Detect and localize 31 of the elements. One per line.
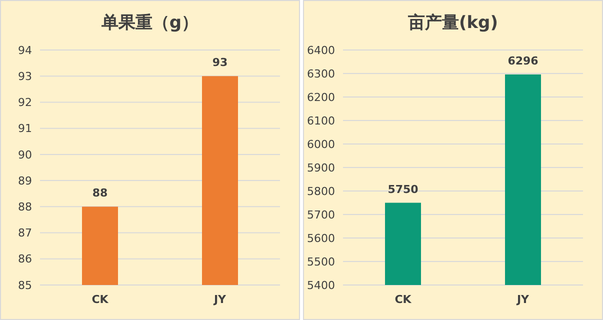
x-tick-label: JY xyxy=(212,293,228,306)
y-tick-label: 6400 xyxy=(307,44,335,57)
y-tick-label: 5700 xyxy=(307,208,335,222)
y-tick-label: 93 xyxy=(18,70,32,83)
y-tick-label: 87 xyxy=(18,226,32,240)
y-tick-label: 5500 xyxy=(307,255,335,268)
x-tick-label: CK xyxy=(92,293,109,306)
y-tick-label: 6200 xyxy=(307,90,335,104)
data-label: 88 xyxy=(92,186,108,200)
chart-title: 单果重（g） xyxy=(100,13,199,33)
y-tick-label: 5900 xyxy=(307,161,335,174)
y-tick-label: 94 xyxy=(18,44,32,57)
x-tick-label: JY xyxy=(516,293,530,306)
data-label: 93 xyxy=(212,56,228,70)
chart-title: 亩产量(kg) xyxy=(406,13,498,33)
y-tick-label: 5400 xyxy=(307,278,335,292)
y-tick-label: 85 xyxy=(18,278,32,292)
data-label: 5750 xyxy=(388,182,419,196)
y-tick-label: 5600 xyxy=(307,232,335,245)
y-tick-label: 91 xyxy=(18,122,32,136)
y-tick-label: 6100 xyxy=(307,114,335,128)
y-tick-label: 6000 xyxy=(307,138,335,151)
y-tick-label: 5800 xyxy=(307,184,335,198)
y-tick-label: 88 xyxy=(18,200,32,214)
y-tick-label: 6300 xyxy=(307,67,335,80)
x-tick-label: CK xyxy=(394,293,412,306)
y-tick-label: 89 xyxy=(18,174,32,188)
data-label: 6296 xyxy=(508,54,539,68)
y-tick-label: 90 xyxy=(18,148,32,162)
y-tick-label: 92 xyxy=(18,96,32,110)
y-tick-label: 86 xyxy=(18,252,32,266)
